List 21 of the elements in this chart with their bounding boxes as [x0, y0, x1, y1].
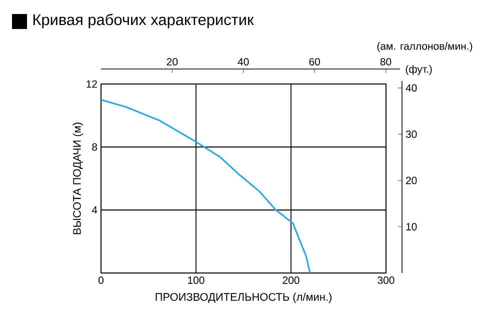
x-tick-label: 100 — [188, 276, 204, 284]
y-tick-label: 12 — [86, 80, 97, 88]
y-axis-title: ВЫСОТА ПОДАЧИ (м) — [72, 122, 84, 234]
x-tick-label: 0 — [98, 276, 104, 284]
y2-tick-label: 10 — [406, 223, 417, 230]
x-tick-label: 200 — [282, 276, 300, 284]
x-axis-title: ПРОИЗВОДИТЕЛЬНОСТЬ (л/мин.) — [156, 292, 332, 303]
x2-axis-title: (ам. галлонов/мин.) — [377, 42, 472, 52]
x2-tick-label: 20 — [166, 58, 178, 66]
x2-tick-label: 60 — [309, 58, 320, 66]
x2-tick-label: 40 — [238, 58, 249, 66]
chart-title: Кривая рабочих характеристик — [33, 14, 254, 28]
y2-tick-label: 20 — [406, 176, 417, 184]
y2-tick-label: 40 — [406, 84, 417, 92]
y2-axis-title: (фут.) — [406, 65, 432, 75]
line-series — [101, 98, 311, 273]
x2-tick-label: 80 — [380, 58, 392, 66]
y-tick-label: 8 — [92, 143, 98, 151]
y-tick-label: 4 — [92, 206, 98, 214]
y2-tick-label: 30 — [406, 130, 417, 138]
x-tick-label: 300 — [378, 276, 394, 284]
